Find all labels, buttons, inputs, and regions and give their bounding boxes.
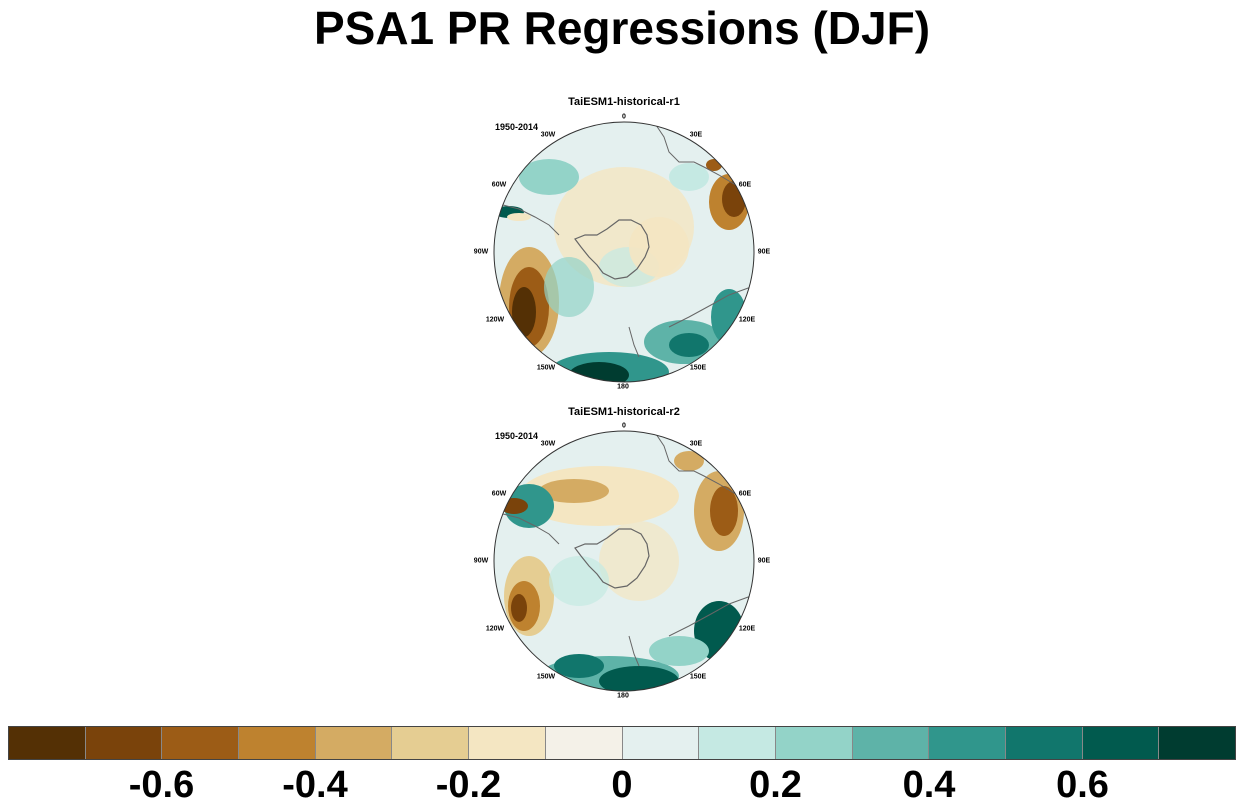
lon-label-90e: 90E <box>757 557 771 565</box>
lon-label-120e: 120E <box>738 625 756 633</box>
lon-label-30e: 30E <box>689 131 703 139</box>
colorbar-segment <box>699 727 776 759</box>
colorbar-segment <box>85 727 163 759</box>
lon-label-60w: 60W <box>491 181 507 189</box>
lon-label-150w: 150W <box>536 673 556 681</box>
lon-label-30w: 30W <box>540 131 556 139</box>
polar-map-r1 <box>493 121 755 383</box>
colorbar-segment <box>622 727 700 759</box>
lon-label-90w: 90W <box>473 557 489 565</box>
lon-label-180: 180 <box>617 692 629 700</box>
panel-title-r1: TaiESM1-historical-r1 <box>568 96 680 108</box>
lon-label-30e: 30E <box>689 440 703 448</box>
lon-label-150e: 150E <box>689 364 707 372</box>
colorbar-segment <box>469 727 546 759</box>
panel-period-r1: 1950-2014 <box>495 122 539 132</box>
lon-label-150w: 150W <box>536 364 556 372</box>
lon-label-0: 0 <box>622 113 626 121</box>
colorbar-segment <box>392 727 470 759</box>
polar-map-r2 <box>493 430 755 692</box>
colorbar-segment <box>315 727 393 759</box>
colorbar-tick-label: -0.2 <box>435 764 502 806</box>
panel-title-r2: TaiESM1-historical-r2 <box>568 406 680 418</box>
colorbar-tick-label: 0.2 <box>749 764 802 806</box>
colorbar-segment <box>545 727 623 759</box>
figure-title: PSA1 PR Regressions (DJF) <box>313 2 931 54</box>
lon-label-120w: 120W <box>485 316 505 324</box>
colorbar-segment <box>162 727 240 759</box>
colorbar-tick-label: -0.6 <box>128 764 195 806</box>
colorbar-segment <box>1082 727 1160 759</box>
colorbar-segment <box>239 727 316 759</box>
lon-label-90w: 90W <box>473 248 489 256</box>
lon-label-30w: 30W <box>540 440 556 448</box>
colorbar-tick-label: 0 <box>611 764 633 806</box>
panel-period-r2: 1950-2014 <box>495 431 539 441</box>
lon-label-60e: 60E <box>738 490 752 498</box>
colorbar-tick-label: -0.4 <box>282 764 348 806</box>
lon-label-0: 0 <box>622 422 626 430</box>
colorbar <box>8 726 1236 760</box>
lon-label-120w: 120W <box>485 625 505 633</box>
colorbar-segment <box>1005 727 1083 759</box>
colorbar-segment <box>929 727 1006 759</box>
colorbar-tick-label: 0.4 <box>902 764 956 806</box>
colorbar-tick-label: 0.6 <box>1056 764 1109 806</box>
colorbar-segment <box>9 727 86 759</box>
lon-label-180: 180 <box>617 383 629 391</box>
lon-label-120e: 120E <box>738 316 756 324</box>
lon-label-60e: 60E <box>738 181 752 189</box>
lon-label-90e: 90E <box>757 248 771 256</box>
lon-label-150e: 150E <box>689 673 707 681</box>
colorbar-segment <box>775 727 853 759</box>
colorbar-segment <box>852 727 930 759</box>
colorbar-segment <box>1159 727 1235 759</box>
lon-label-60w: 60W <box>491 490 507 498</box>
